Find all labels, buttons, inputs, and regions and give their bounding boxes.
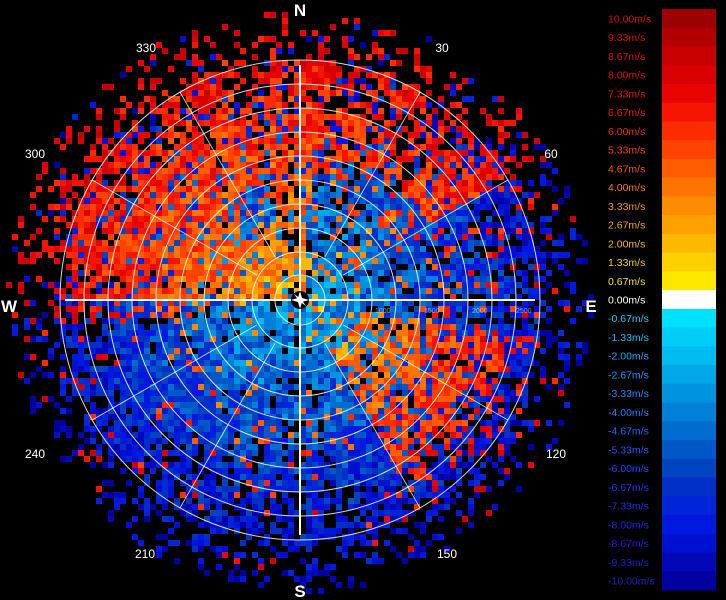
bearing-210: 210 xyxy=(135,547,155,561)
bearing-240: 240 xyxy=(25,447,45,461)
colorbar-swatch xyxy=(662,346,716,366)
bearing-spoke xyxy=(91,179,257,276)
colorbar-swatch xyxy=(662,496,716,516)
colorbar-swatch xyxy=(662,402,716,422)
bearing-30: 30 xyxy=(435,41,449,55)
colorbar-swatch xyxy=(662,477,716,497)
colorbar-swatch xyxy=(662,158,716,179)
colorbar-swatch xyxy=(662,83,716,104)
colorbar-swatch xyxy=(662,140,716,160)
colorbar-label: 3.33m/s xyxy=(608,201,645,213)
colorbar-swatch xyxy=(662,271,716,291)
bearing-150: 150 xyxy=(437,547,457,561)
colorbar-label: 4.00m/s xyxy=(608,182,645,194)
colorbar-swatch xyxy=(662,458,716,479)
colorbar-label: -7.33m/s xyxy=(608,501,649,513)
bearing-60: 60 xyxy=(544,147,558,161)
colorbar-swatch xyxy=(662,233,716,254)
colorbar-swatch xyxy=(662,552,716,572)
colorbar-swatch xyxy=(662,290,716,310)
colorbar-label: 5.33m/s xyxy=(608,145,645,157)
bearing-spoke xyxy=(343,179,509,276)
radar-velocity-plot: 1000 1500 2000 2500 N E S W 30 60 120 15… xyxy=(1,1,597,600)
radar-site-icon xyxy=(291,291,309,309)
range-label-1000: 1000 xyxy=(375,308,391,315)
colorbar-label: -10.00m/s xyxy=(608,576,655,588)
colorbar-swatch xyxy=(662,196,716,216)
center-crosshair xyxy=(65,65,535,535)
velocity-colorbar: 10.00m/s 9.33m/s 8.67m/s 8.00m/s 7.33m/s 6.67… xyxy=(600,0,726,600)
colorbar-label: 6.00m/s xyxy=(608,126,645,138)
bearing-spoke xyxy=(179,343,276,509)
colorbar-label: -4.67m/s xyxy=(608,426,649,438)
colorbar-label: -5.33m/s xyxy=(608,444,649,456)
bearing-spoke xyxy=(91,324,257,421)
range-label-2500: 2500 xyxy=(516,308,532,315)
colorbar-swatch xyxy=(662,9,716,29)
colorbar-swatch xyxy=(662,27,716,47)
colorbar-swatches xyxy=(662,9,716,591)
colorbar-label: 0.00m/s xyxy=(608,295,645,307)
colorbar-label: -2.67m/s xyxy=(608,369,649,381)
colorbar-label: 2.67m/s xyxy=(608,220,645,232)
colorbar-swatch xyxy=(662,533,716,554)
bearing-120: 120 xyxy=(546,447,566,461)
colorbar-label: -1.33m/s xyxy=(608,332,649,344)
range-ring-labels: 1000 1500 2000 2500 xyxy=(375,308,532,315)
colorbar-swatch xyxy=(662,177,716,197)
compass-west: W xyxy=(1,297,18,316)
colorbar-label: 7.33m/s xyxy=(608,88,645,100)
colorbar-label: -3.33m/s xyxy=(608,388,649,400)
colorbar-swatch xyxy=(662,421,716,441)
colorbar-swatch xyxy=(662,383,716,404)
compass-north: N xyxy=(294,1,306,20)
colorbar-swatch xyxy=(662,571,716,591)
colorbar-label: -8.67m/s xyxy=(608,538,649,550)
bearing-330: 330 xyxy=(136,41,156,55)
colorbar-label: -8.00m/s xyxy=(608,519,649,531)
colorbar-label: 4.67m/s xyxy=(608,163,645,175)
colorbar-label: -6.00m/s xyxy=(608,463,649,475)
colorbar-label: 2.00m/s xyxy=(608,238,645,250)
compass-east: E xyxy=(585,297,596,316)
colorbar-labels: 10.00m/s 9.33m/s 8.67m/s 8.00m/s 7.33m/s 6.67… xyxy=(608,13,655,587)
range-label-2000: 2000 xyxy=(472,308,488,315)
colorbar-label: -2.00m/s xyxy=(608,351,649,363)
colorbar-swatch xyxy=(662,327,716,347)
colorbar-label: 9.33m/s xyxy=(608,32,645,44)
colorbar-label: -4.00m/s xyxy=(608,407,649,419)
range-label-1500: 1500 xyxy=(424,308,440,315)
colorbar-swatch xyxy=(662,440,716,460)
colorbar-label: 1.33m/s xyxy=(608,257,645,269)
colorbar-swatch xyxy=(662,308,716,329)
colorbar-swatch xyxy=(662,215,716,235)
colorbar-swatch xyxy=(662,46,716,66)
colorbar-label: -6.67m/s xyxy=(608,482,649,494)
colorbar-swatch xyxy=(662,252,716,272)
colorbar-swatch xyxy=(662,121,716,141)
bearing-spoke xyxy=(343,324,509,421)
colorbar-label: 0.67m/s xyxy=(608,276,645,288)
colorbar-swatch xyxy=(662,365,716,385)
compass-labels: N E S W xyxy=(1,1,597,600)
bearing-spoke xyxy=(324,343,421,509)
colorbar-label: -0.67m/s xyxy=(608,313,649,325)
compass-south: S xyxy=(294,582,305,600)
velocity-pixel-field xyxy=(6,12,594,594)
colorbar-label: 8.00m/s xyxy=(608,70,645,82)
colorbar-label: 10.00m/s xyxy=(608,13,651,25)
colorbar-swatch xyxy=(662,65,716,85)
bearing-spokes xyxy=(91,91,509,509)
range-ring xyxy=(59,59,541,541)
bearing-spoke xyxy=(324,91,421,257)
colorbar-swatch xyxy=(662,102,716,122)
bearing-300: 300 xyxy=(25,147,45,161)
colorbar-label: -9.33m/s xyxy=(608,557,649,569)
bearing-spoke xyxy=(179,91,276,257)
colorbar-label: 8.67m/s xyxy=(608,51,645,63)
colorbar-swatch xyxy=(662,515,716,535)
colorbar-label: 6.67m/s xyxy=(608,107,645,119)
bearing-labels: 30 60 120 150 210 240 300 330 xyxy=(25,41,566,561)
